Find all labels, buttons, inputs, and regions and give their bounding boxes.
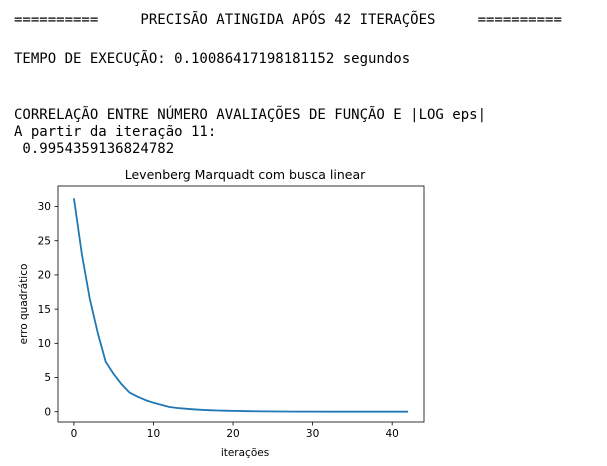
output-correlation-value-line: 0.9954359136824782 bbox=[14, 141, 175, 157]
plot-frame bbox=[57, 185, 425, 423]
y-tick-label: 10 bbox=[38, 338, 51, 350]
y-tick-label: 5 bbox=[44, 372, 51, 384]
x-axis-label: iterações bbox=[221, 447, 269, 459]
y-tick-label: 20 bbox=[38, 270, 51, 282]
output-from-iteration-line: A partir da iteração 11: bbox=[14, 124, 217, 140]
y-tick-label: 0 bbox=[44, 406, 51, 418]
y-tick-label: 30 bbox=[38, 201, 51, 213]
x-tick-label: 0 bbox=[71, 428, 78, 440]
output-correlation-title-line: CORRELAÇÃO ENTRE NÚMERO AVALIAÇÕES DE FU… bbox=[14, 107, 487, 123]
y-tick-label: 15 bbox=[38, 304, 51, 316]
series-line-0 bbox=[73, 198, 409, 413]
chart-title: Levenberg Marquadt com busca linear bbox=[125, 167, 366, 182]
cell-output: ========== PRECISÃO ATINGIDA APÓS 42 ITE… bbox=[0, 0, 607, 157]
y-axis-label: erro quadrático bbox=[18, 264, 30, 345]
y-tick-label: 25 bbox=[38, 235, 51, 247]
x-tick-label: 20 bbox=[226, 428, 239, 440]
output-header-line: ========== PRECISÃO ATINGIDA APÓS 42 ITE… bbox=[14, 12, 562, 28]
line-chart: Levenberg Marquadt com busca linear 0 10 2… bbox=[18, 167, 425, 459]
x-tick-label: 30 bbox=[306, 428, 319, 440]
plot-area: 0 10 20 30 40 0 5 10 15 20 25 30 bbox=[38, 185, 425, 440]
x-tick-label: 10 bbox=[147, 428, 160, 440]
output-execution-time-line: TEMPO DE EXECUÇÃO: 0.10086417198181152 s… bbox=[14, 51, 411, 67]
x-tick-label: 40 bbox=[385, 428, 398, 440]
